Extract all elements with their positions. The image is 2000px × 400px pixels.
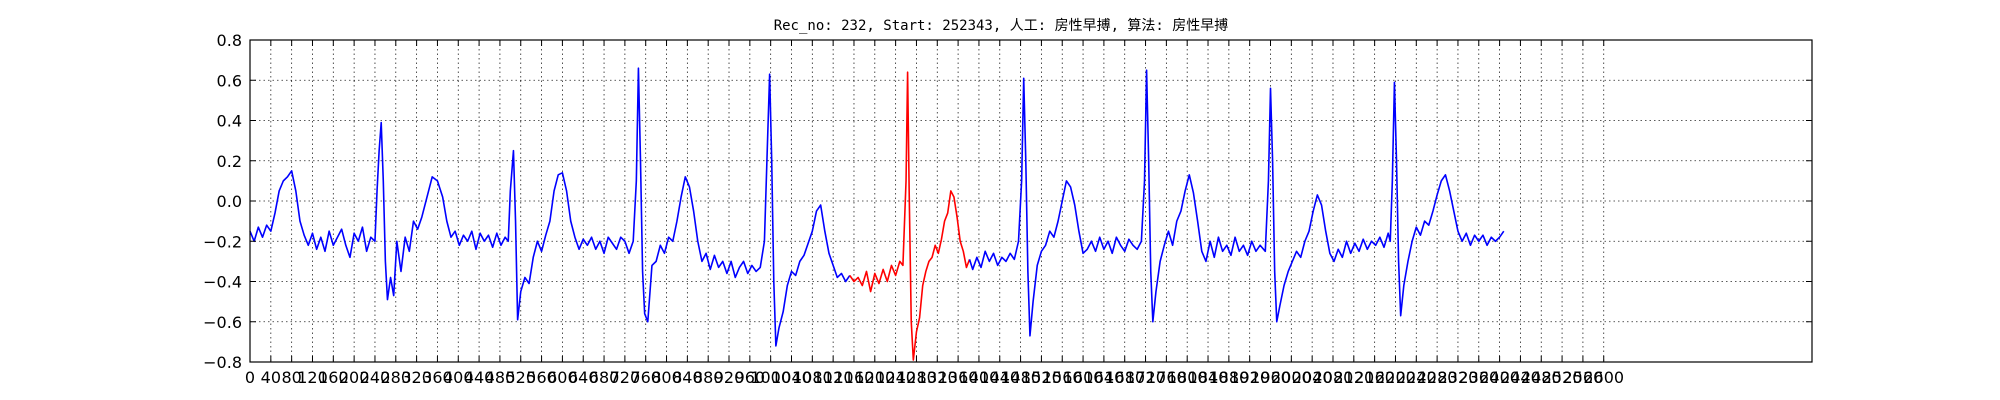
x-tick-label: 1320 bbox=[917, 368, 958, 387]
ecg-highlight-segment bbox=[849, 71, 971, 361]
x-tick-label: 1920 bbox=[1229, 368, 1270, 387]
x-tick-label: 120 bbox=[297, 368, 328, 387]
y-tick-label: 0.0 bbox=[217, 192, 242, 211]
ecg-trace-segment bbox=[968, 69, 1505, 337]
y-tick-label: 0.2 bbox=[217, 152, 242, 171]
x-tick-label: 2520 bbox=[1542, 368, 1583, 387]
grid-lines bbox=[249, 39, 1812, 363]
x-tick-label: 1960 bbox=[1250, 368, 1291, 387]
x-tick-label: 1680 bbox=[1104, 368, 1145, 387]
x-tick-label: 400 bbox=[443, 368, 474, 387]
x-tick-label: 2160 bbox=[1354, 368, 1395, 387]
plot-series bbox=[249, 67, 1505, 361]
y-tick-label: 0.4 bbox=[217, 112, 242, 131]
y-tick-label: −0.6 bbox=[203, 313, 242, 332]
x-tick-label: 2360 bbox=[1458, 368, 1499, 387]
x-tick-label: 440 bbox=[464, 368, 495, 387]
x-tick-label: 2200 bbox=[1375, 368, 1416, 387]
x-tick-label: 640 bbox=[568, 368, 599, 387]
x-tick-label: 920 bbox=[714, 368, 745, 387]
x-tick-label: 2560 bbox=[1563, 368, 1604, 387]
x-tick-label: 1800 bbox=[1167, 368, 1208, 387]
x-tick-label: 1720 bbox=[1125, 368, 1166, 387]
x-tick-label: 520 bbox=[505, 368, 536, 387]
x-tick-label: 1280 bbox=[896, 368, 937, 387]
y-tick-label: −0.4 bbox=[203, 273, 242, 292]
x-tick-label: 1560 bbox=[1042, 368, 1083, 387]
x-tick-label: 2320 bbox=[1438, 368, 1479, 387]
x-tick-label: 1840 bbox=[1188, 368, 1229, 387]
y-tick-label: −0.2 bbox=[203, 232, 242, 251]
x-tick-label: 1520 bbox=[1021, 368, 1062, 387]
x-axis-ticks: 0 40 8012016020024028032036040044048052056… bbox=[245, 40, 1624, 387]
y-tick-label: 0.8 bbox=[217, 31, 242, 50]
x-tick-label: 1440 bbox=[979, 368, 1020, 387]
x-tick-label: 80 bbox=[281, 368, 301, 387]
x-tick-label: 720 bbox=[610, 368, 641, 387]
x-tick-label: 960 bbox=[735, 368, 766, 387]
x-tick-label: 680 bbox=[589, 368, 620, 387]
x-tick-label: 760 bbox=[630, 368, 661, 387]
x-tick-label: 280 bbox=[381, 368, 412, 387]
chart-title: Rec_no: 232, Start: 252343, 人工: 房性早搏, 算法… bbox=[774, 17, 1229, 34]
x-tick-label: 2240 bbox=[1396, 368, 1437, 387]
x-tick-label: 1760 bbox=[1146, 368, 1187, 387]
x-tick-label: 1240 bbox=[875, 368, 916, 387]
x-tick-label: 560 bbox=[526, 368, 557, 387]
x-tick-label: 40 bbox=[261, 368, 281, 387]
x-tick-label: 1200 bbox=[854, 368, 895, 387]
x-tick-label: 2040 bbox=[1292, 368, 1333, 387]
ecg-trace-segment bbox=[249, 67, 851, 347]
x-tick-label: 2000 bbox=[1271, 368, 1312, 387]
x-tick-label: 600 bbox=[547, 368, 578, 387]
x-tick-label: 2480 bbox=[1521, 368, 1562, 387]
x-tick-label: 2080 bbox=[1313, 368, 1354, 387]
x-tick-label: 360 bbox=[422, 368, 453, 387]
y-tick-label: −0.8 bbox=[203, 353, 242, 372]
x-tick-label: 1040 bbox=[771, 368, 812, 387]
x-tick-label: 840 bbox=[672, 368, 703, 387]
x-tick-label: 1160 bbox=[834, 368, 875, 387]
y-axis-ticks: −0.8 −0.6 −0.4 −0.2 0.0 0.2 0.4 0.6 0.8 bbox=[203, 31, 1812, 372]
x-tick-label: 1400 bbox=[959, 368, 1000, 387]
x-tick-label: 240 bbox=[360, 368, 391, 387]
x-tick-label: 2600 bbox=[1583, 368, 1624, 387]
x-tick-label: 1640 bbox=[1084, 368, 1125, 387]
x-tick-label: 480 bbox=[485, 368, 516, 387]
y-tick-label: 0.6 bbox=[217, 71, 242, 90]
x-tick-label: 2280 bbox=[1417, 368, 1458, 387]
x-tick-label: 2120 bbox=[1333, 368, 1374, 387]
x-tick-label: 1600 bbox=[1063, 368, 1104, 387]
x-tick-label: 1080 bbox=[792, 368, 833, 387]
x-tick-label: 1120 bbox=[813, 368, 854, 387]
x-tick-label: 1000 bbox=[750, 368, 791, 387]
x-tick-label: 880 bbox=[693, 368, 724, 387]
x-tick-label: 800 bbox=[651, 368, 682, 387]
x-tick-label: 2400 bbox=[1479, 368, 1520, 387]
x-tick-label: 1480 bbox=[1000, 368, 1041, 387]
x-tick-label: 1880 bbox=[1208, 368, 1249, 387]
x-tick-label: 0 bbox=[245, 368, 255, 387]
x-tick-label: 320 bbox=[401, 368, 432, 387]
x-tick-label: 1360 bbox=[938, 368, 979, 387]
x-tick-label: 160 bbox=[318, 368, 349, 387]
x-tick-label: 2440 bbox=[1500, 368, 1541, 387]
x-tick-label: 200 bbox=[339, 368, 370, 387]
